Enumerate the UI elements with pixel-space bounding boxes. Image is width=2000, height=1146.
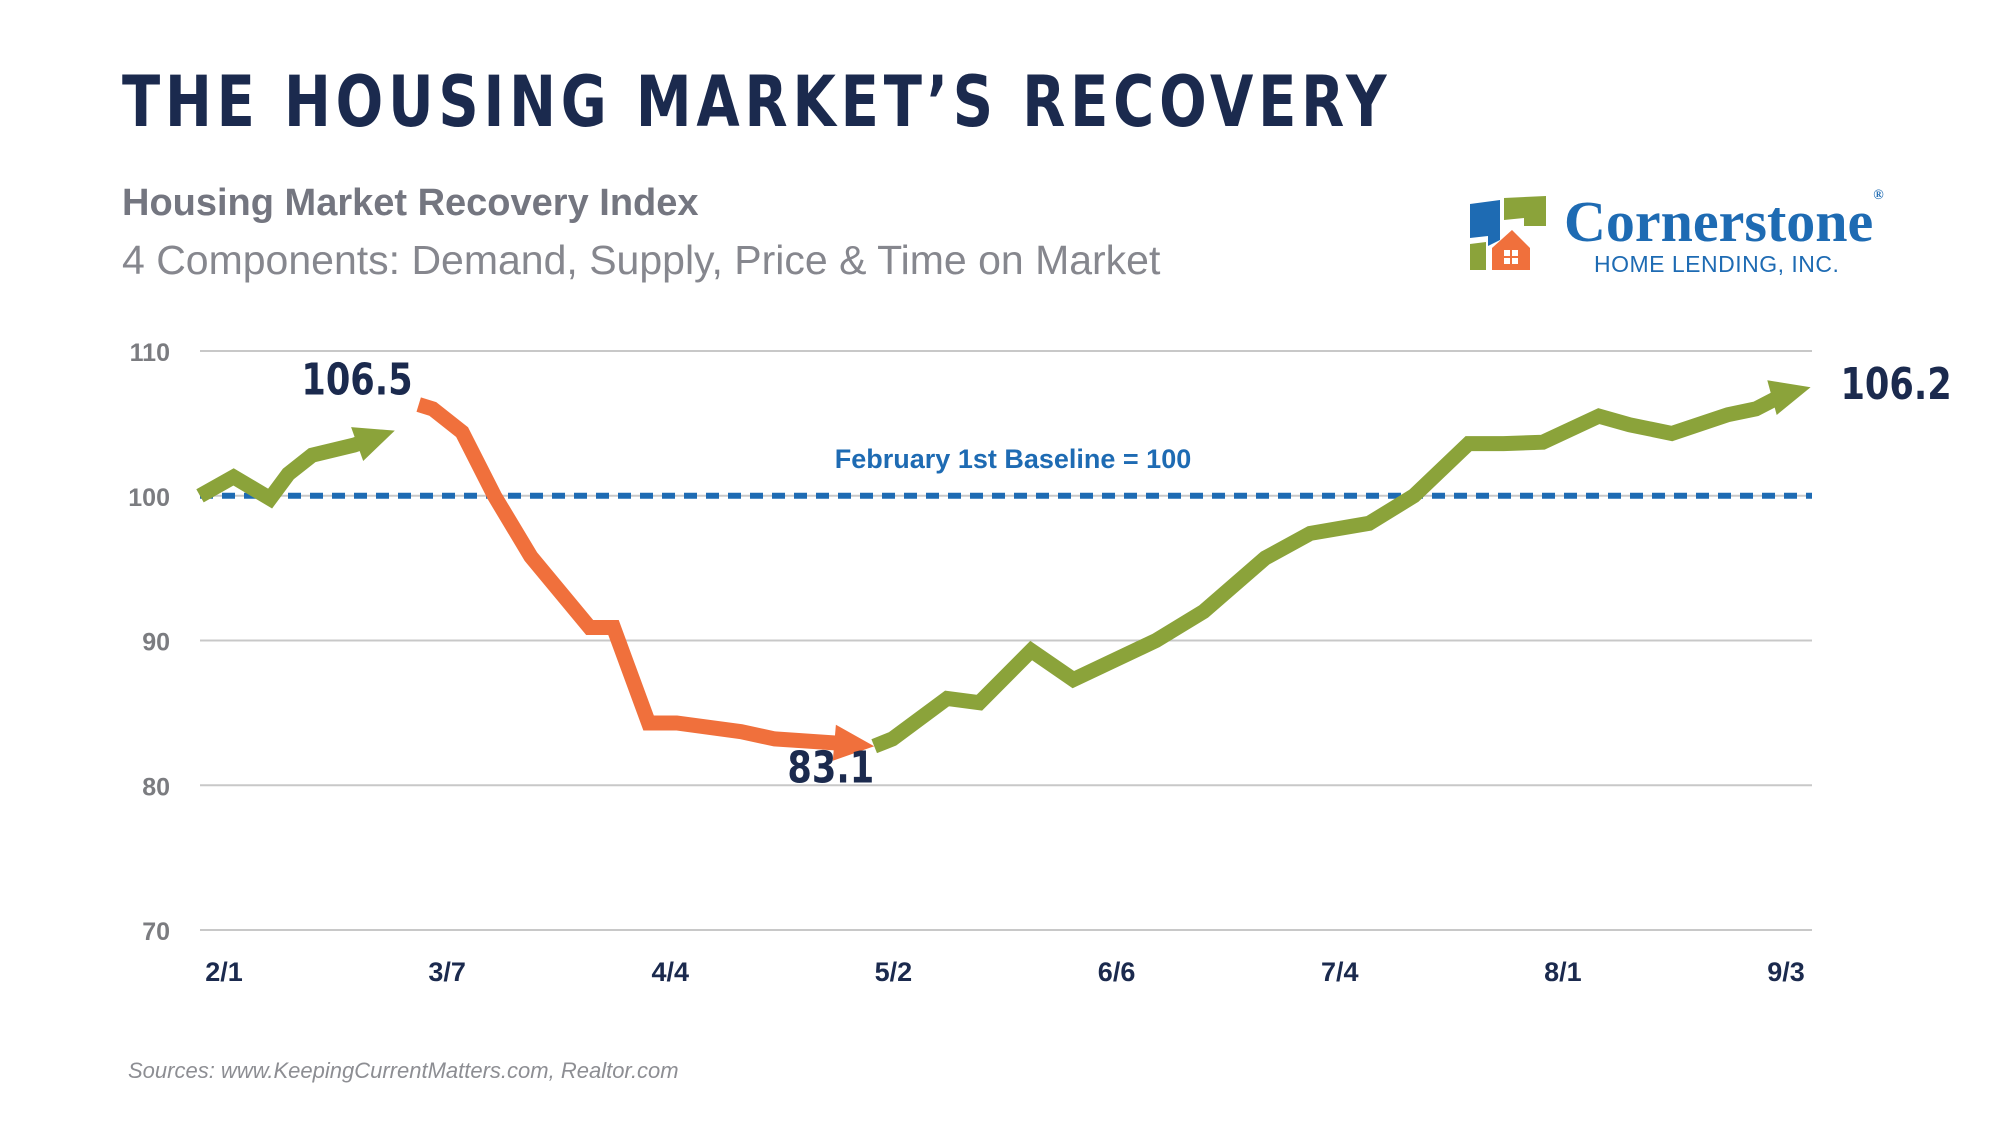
y-tick-label: 80 xyxy=(142,773,170,801)
y-tick-label: 90 xyxy=(142,629,170,657)
x-tick-label: 5/2 xyxy=(875,957,913,987)
series-line xyxy=(196,435,364,509)
series-arrowhead xyxy=(832,724,875,761)
page-title: THE HOUSING MARKET’S RECOVERY xyxy=(122,61,1392,143)
y-tick-label: 70 xyxy=(142,918,170,946)
house-logo-icon xyxy=(1470,196,1546,270)
baseline-label: February 1st Baseline = 100 xyxy=(835,444,1191,474)
data-label: 106.2 xyxy=(1840,359,1951,410)
series-line xyxy=(416,397,842,751)
components-description: 4 Components: Demand, Supply, Price & Ti… xyxy=(122,237,1161,283)
source-note: Sources: www.KeepingCurrentMatters.com, … xyxy=(128,1058,679,1083)
x-tick-label: 9/3 xyxy=(1767,957,1805,987)
cornerstone-logo: Cornerstone® HOME LENDING, INC. xyxy=(1468,188,1908,277)
x-tick-label: 6/6 xyxy=(1098,957,1136,987)
data-label: 106.5 xyxy=(301,355,412,406)
series-line xyxy=(871,387,1788,754)
registered-mark: ® xyxy=(1873,188,1884,203)
x-tick-label: 4/4 xyxy=(652,957,690,987)
series-arrowhead xyxy=(351,427,395,461)
logo-name: Cornerstone® xyxy=(1564,188,1884,254)
x-tick-label: 2/1 xyxy=(205,957,243,987)
data-label: 83.1 xyxy=(787,743,874,794)
x-tick-label: 7/4 xyxy=(1321,957,1359,987)
x-tick-label: 8/1 xyxy=(1544,957,1582,987)
x-tick-label: 3/7 xyxy=(428,957,466,987)
y-tick-label: 100 xyxy=(128,484,170,512)
logo-tagline: HOME LENDING, INC. xyxy=(1594,251,1840,277)
series-arrowhead xyxy=(1767,380,1811,415)
chart-subtitle: Housing Market Recovery Index xyxy=(122,182,699,224)
y-tick-label: 110 xyxy=(130,339,170,367)
